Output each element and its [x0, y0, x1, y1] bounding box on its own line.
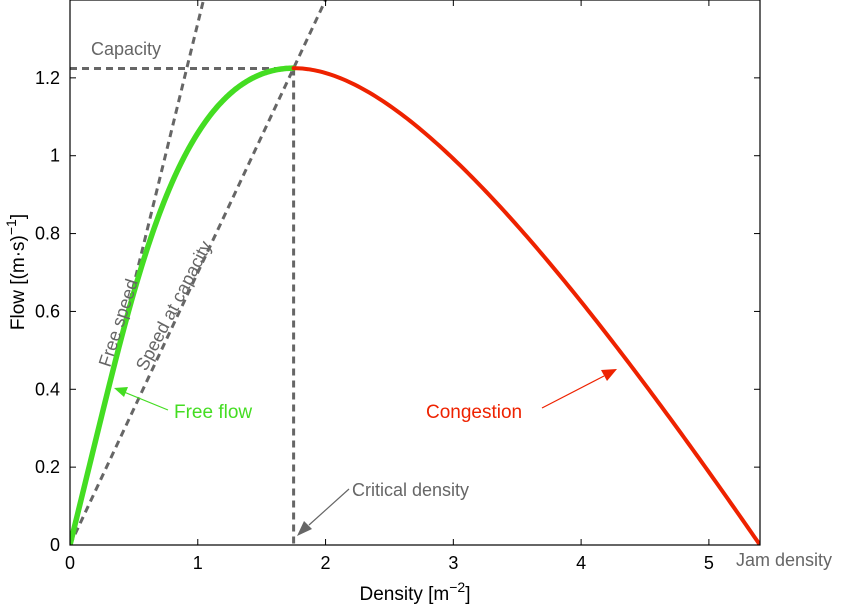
y-tick-label: 0.2	[35, 457, 60, 477]
y-axis-title-main: Flow [(m·s)	[8, 235, 29, 330]
x-tick-label: 2	[321, 553, 331, 573]
x-tick-label: 3	[448, 553, 458, 573]
x-axis-title-main: Density [m	[360, 584, 450, 604]
y-axis-title-exponent: −1	[3, 219, 19, 235]
y-tick-label: 0	[50, 535, 60, 555]
annotation-capacity: Capacity	[91, 39, 161, 59]
arrow-critical-density	[297, 488, 350, 536]
x-axis-ticks: 0 1 2 3 4 5	[65, 0, 714, 573]
x-tick-label: 4	[576, 553, 586, 573]
x-tick-label: 1	[193, 553, 203, 573]
x-axis-title: Density [m−2]	[360, 579, 471, 604]
speed-at-capacity-line	[70, 0, 327, 545]
x-tick-label: 0	[65, 553, 75, 573]
arrow-free-flow	[114, 387, 169, 411]
annotation-critical-density: Critical density	[352, 480, 469, 500]
free-speed-line	[70, 0, 205, 545]
y-axis-ticks: 0 0.2 0.4 0.6 0.8 1 1.2	[35, 68, 760, 555]
congestion-series-line	[291, 66, 760, 545]
annotation-free-flow: Free flow	[174, 402, 252, 423]
y-tick-label: 0.6	[35, 301, 60, 321]
y-axis-title: Flow [(m·s)−1]	[3, 214, 29, 330]
annotation-congestion: Congestion	[426, 402, 522, 423]
arrow-congestion	[541, 369, 617, 409]
series-group	[70, 65, 760, 545]
x-tick-label: 5	[704, 553, 714, 573]
x-axis-title-close: ]	[465, 584, 470, 604]
x-axis-title-exponent: −2	[449, 579, 465, 595]
y-tick-label: 0.8	[35, 224, 60, 244]
plot-frame	[69, 0, 761, 546]
free-flow-series-line	[70, 65, 297, 545]
annotation-jam-density: Jam density	[736, 550, 832, 570]
y-axis-title-close: ]	[8, 214, 29, 219]
reference-lines	[70, 0, 327, 545]
y-tick-label: 1.2	[35, 68, 60, 88]
y-tick-label: 1	[50, 146, 60, 166]
y-tick-label: 0.4	[35, 379, 60, 399]
